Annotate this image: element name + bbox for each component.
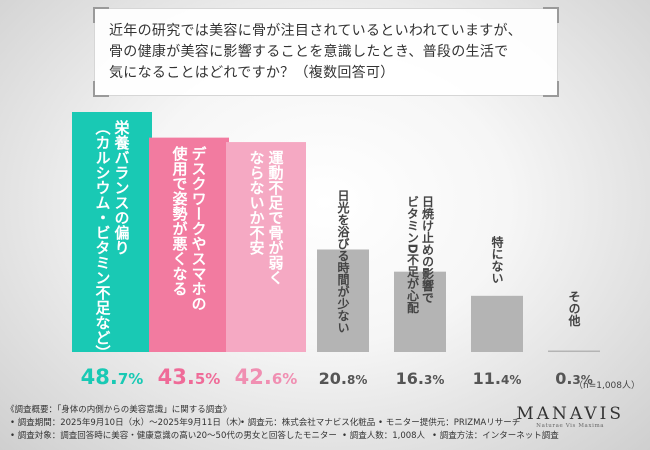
value-label: 48.7%: [81, 365, 144, 389]
footer-target: • 調査対象：調査回答時に美容・健康意識の高い20〜50代の男女と回答したモニタ…: [10, 431, 337, 441]
survey-footer: 《調査概要：「身体の内側からの美容意識」に関する調査》 • 調査期間：2025年…: [0, 400, 650, 450]
bar: [149, 137, 229, 352]
value-label: 11.4%: [473, 369, 522, 388]
category-label: その他: [567, 290, 581, 327]
category-label: 日焼け止めの影響で: [421, 195, 435, 303]
value-label: 16.3%: [396, 369, 445, 388]
category-label: ビタミンD不足が心配: [406, 195, 420, 314]
bar: [72, 112, 152, 352]
question-box: 近年の研究では美容に骨が注目されているといわれていますが、 骨の健康が美容に影響…: [93, 7, 559, 97]
footer-source: • 調査元：株式会社マナビス化粧品: [240, 418, 376, 428]
category-label: （カルシウム・ビタミン不足など）: [94, 120, 112, 360]
footer-title: 《調査概要：「身体の内側からの美容意識」に関する調査》: [6, 405, 232, 415]
value-label: 43.5%: [158, 365, 221, 389]
bar: [317, 249, 369, 352]
brand-logo: MANAVIS Naturae Vis Maxima: [516, 404, 624, 429]
bar: [226, 142, 306, 352]
category-label: 特にない: [490, 234, 504, 283]
bar: [548, 350, 600, 353]
footer-monitor: • モニター提供元：PRIZMAリサーチ: [378, 418, 521, 428]
category-label: 運動不足で骨が弱く: [267, 150, 285, 285]
category-label: 栄養バランスの偏り: [113, 119, 131, 255]
frame-corner: [93, 81, 109, 97]
bar-chart: 栄養バランスの偏り（カルシウム・ビタミン不足など） 48.7% デスクワークやスマホ…: [72, 112, 640, 391]
category-label: 日光を浴びる時間が少ない: [336, 189, 350, 333]
category-label: ならないか不安: [248, 150, 266, 256]
footer-period: • 調査期間：2025年9月10日（水）〜2025年9月11日（木）: [10, 418, 247, 428]
logo-tagline: Naturae Vis Maxima: [536, 423, 605, 429]
value-label: 0.3%: [555, 369, 593, 388]
footer-count: • 調査人数：1,008人: [342, 431, 426, 441]
value-label: 20.8%: [319, 369, 368, 388]
question-text: 近年の研究では美容に骨が注目されているといわれていますが、 骨の健康が美容に影響…: [109, 23, 522, 81]
category-label: 使用で姿勢が悪くなる: [171, 145, 189, 296]
sample-size-note: （n=1,008人）: [574, 380, 640, 391]
logo-name: MANAVIS: [516, 404, 624, 424]
frame-corner: [543, 81, 559, 97]
frame-corner: [543, 7, 559, 23]
bar: [394, 271, 446, 352]
category-label: デスクワークやスマホの: [190, 145, 208, 311]
footer-method: • 調査方法：インターネット調査: [432, 431, 559, 441]
bar: [471, 295, 523, 352]
frame-corner: [93, 7, 109, 23]
value-label: 42.6%: [235, 365, 298, 389]
